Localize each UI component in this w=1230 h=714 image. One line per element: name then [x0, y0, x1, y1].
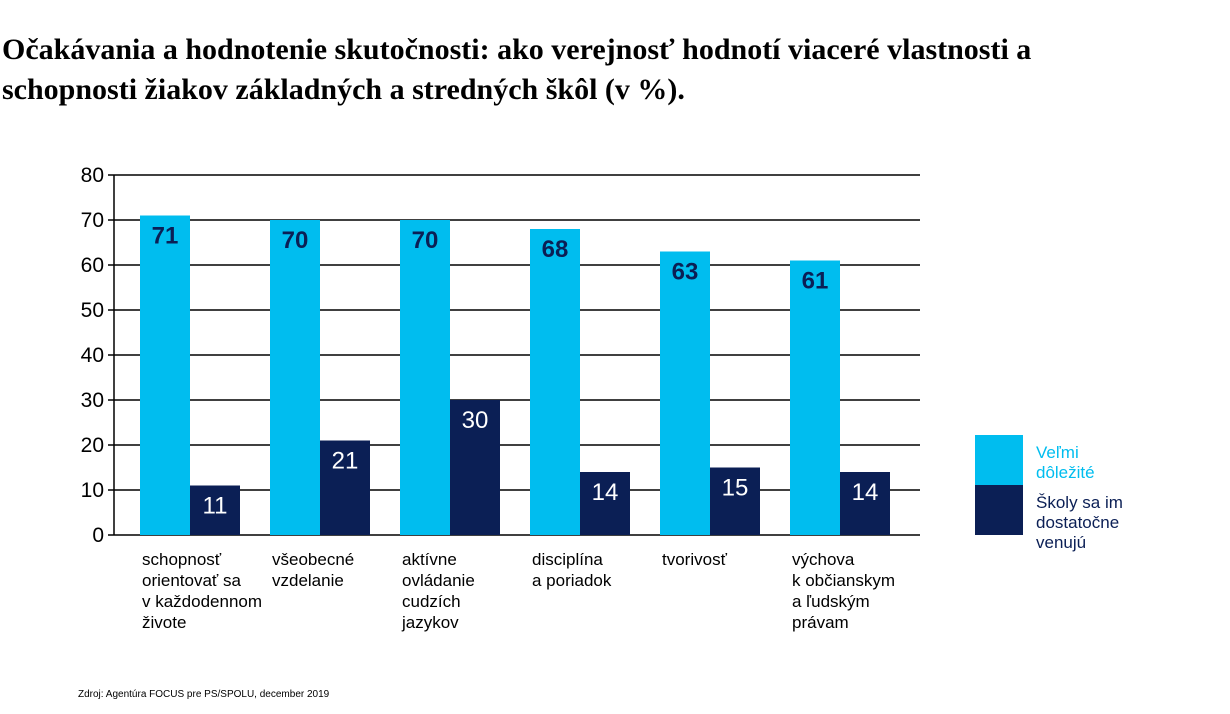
y-tick-label: 70 [81, 209, 104, 232]
data-label: 14 [592, 479, 619, 506]
bar-series-2 [840, 472, 890, 535]
y-tick-label: 40 [81, 344, 104, 367]
title-line-1: Očakávania a hodnotenie skutočnosti: ako… [2, 33, 1032, 66]
y-tick-label: 60 [81, 254, 104, 277]
legend-label-series-1: Veľmi dôležité [1036, 443, 1095, 482]
data-label: 70 [282, 227, 309, 254]
x-tick-label: všeobecné vzdelanie [272, 550, 354, 590]
data-label: 61 [802, 268, 829, 295]
bar-series-1 [530, 229, 580, 535]
x-tick-label: aktívne ovládanie cudzích jazykov [401, 550, 475, 632]
y-tick-label: 50 [81, 299, 104, 322]
bar-series-2 [450, 400, 500, 535]
y-tick-label: 80 [81, 164, 104, 187]
data-label: 68 [542, 236, 569, 263]
data-label: 21 [332, 448, 359, 475]
data-label: 30 [462, 407, 489, 434]
data-label: 14 [852, 479, 879, 506]
bar-series-1 [790, 260, 840, 535]
x-tick-label: tvorivosť [662, 550, 728, 569]
bar-series-2 [190, 485, 240, 535]
bar-series-1 [660, 251, 710, 535]
x-tick-label: disciplína a poriadok [532, 550, 612, 590]
y-tick-label: 20 [81, 434, 104, 457]
source-note: Zdroj: Agentúra FOCUS pre PS/SPOLU, dece… [78, 689, 330, 700]
data-label: 11 [203, 493, 228, 520]
bar-series-1 [400, 220, 450, 535]
legend-label-series-2: Školy sa im dostatočne venujú [1036, 493, 1123, 552]
bar-series-1 [140, 215, 190, 535]
data-label: 63 [672, 259, 699, 286]
legend-swatch-series-2 [975, 485, 1023, 535]
bar-series-2 [580, 472, 630, 535]
bar-series-1 [270, 220, 320, 535]
page-title: Očakávania a hodnotenie skutočnosti: ako… [2, 30, 1228, 110]
bar-series-2 [710, 467, 760, 535]
x-tick-label: výchova k občianskym a ľudským právam [792, 550, 895, 632]
legend-swatch-series-1 [975, 435, 1023, 485]
bar-series-2 [320, 440, 370, 535]
y-tick-label: 30 [81, 389, 104, 412]
title-line-2: schopnosti žiakov základných a stredných… [2, 73, 685, 106]
data-label: 70 [412, 227, 439, 254]
data-label: 15 [722, 475, 749, 502]
bar-chart: 0 10 20 30 40 50 60 70 80 71 11 schopnosť orientovať… [81, 164, 1123, 632]
y-tick-label: 10 [81, 479, 104, 502]
data-label: 71 [152, 223, 179, 250]
y-tick-label: 0 [92, 524, 104, 547]
x-tick-label: schopnosť orientovať sa v každodennom život… [142, 550, 262, 632]
